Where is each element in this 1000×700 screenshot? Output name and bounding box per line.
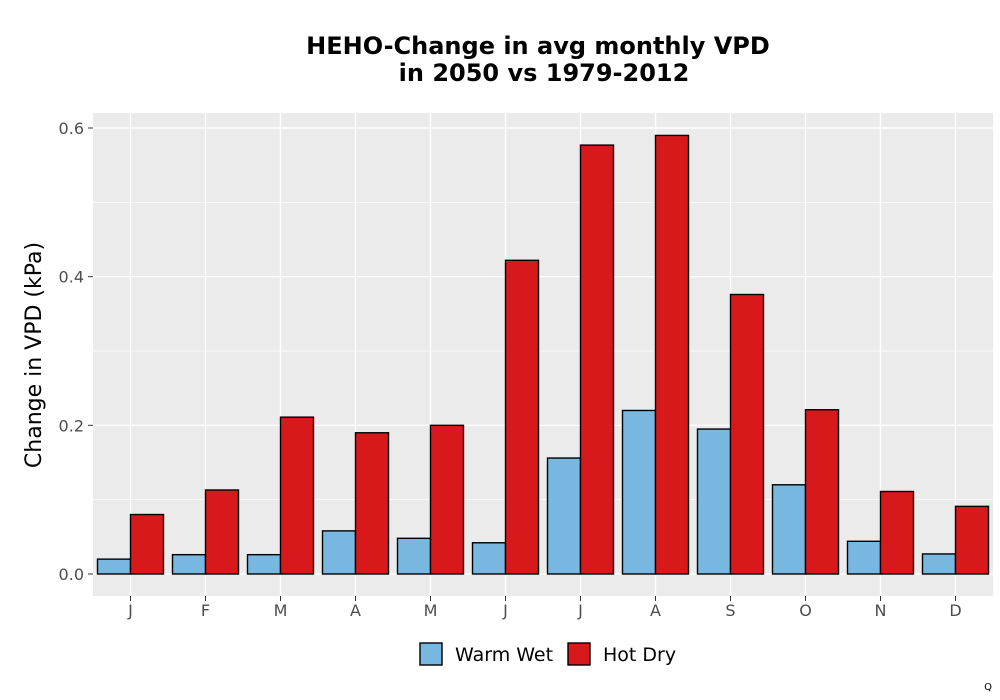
y-axis-title: Change in VPD (kPa)	[22, 242, 47, 468]
y-tick-label: 0.4	[59, 268, 84, 287]
bar-hot-dry	[204, 489, 240, 575]
legend-key-hot-dry	[567, 642, 591, 666]
chart-title-line2: in 2050 vs 1979-2012	[399, 59, 690, 87]
y-tick-label: 0.0	[59, 565, 84, 584]
y-tick-label: 0.6	[59, 119, 84, 138]
y-tick-label: 0.2	[59, 416, 84, 435]
bar-warm-wet	[846, 540, 882, 575]
bar-warm-wet	[771, 484, 807, 575]
bar-warm-wet	[921, 553, 957, 575]
bar-hot-dry	[579, 144, 615, 575]
bar-hot-dry	[429, 424, 465, 575]
x-tick-label: D	[949, 601, 961, 620]
bars	[96, 134, 990, 575]
bar-hot-dry	[354, 432, 390, 575]
bar-warm-wet	[396, 537, 432, 575]
plot-panel	[93, 113, 993, 596]
legend-key-warm-wet	[419, 642, 443, 666]
bar-warm-wet	[546, 457, 582, 575]
bar-warm-wet	[246, 553, 282, 575]
x-tick-label: M	[274, 601, 288, 620]
chart-title-line1: HEHO-Change in avg monthly VPD	[306, 32, 770, 60]
bar-hot-dry	[879, 490, 915, 575]
bar-warm-wet	[471, 542, 507, 575]
x-tick-label: S	[725, 601, 735, 620]
legend: Warm Wet Hot Dry	[419, 642, 676, 666]
x-tick-label: J	[502, 601, 508, 620]
bar-hot-dry	[729, 293, 765, 575]
y-axis: 0.0 0.2 0.4 0.6	[59, 119, 93, 584]
x-tick-label: J	[127, 601, 133, 620]
bar-hot-dry	[504, 259, 540, 575]
bar-hot-dry	[129, 513, 165, 575]
bar-warm-wet	[96, 558, 132, 575]
x-tick-label: O	[799, 601, 812, 620]
legend-label: Hot Dry	[603, 644, 676, 666]
x-tick-label: A	[650, 601, 661, 620]
x-tick-label: M	[424, 601, 438, 620]
bar-warm-wet	[696, 428, 732, 575]
bar-hot-dry	[654, 134, 690, 575]
x-tick-label: A	[350, 601, 361, 620]
bar-hot-dry	[954, 505, 990, 575]
x-tick-label: N	[875, 601, 887, 620]
bar-warm-wet	[171, 553, 207, 575]
bar-warm-wet	[621, 409, 657, 575]
bar-hot-dry	[279, 416, 315, 575]
legend-label: Warm Wet	[455, 644, 553, 666]
x-tick-label: F	[201, 601, 210, 620]
bar-warm-wet	[321, 530, 357, 575]
footnote: Q	[984, 682, 992, 693]
x-tick-label: J	[577, 601, 583, 620]
bar-hot-dry	[804, 409, 840, 575]
